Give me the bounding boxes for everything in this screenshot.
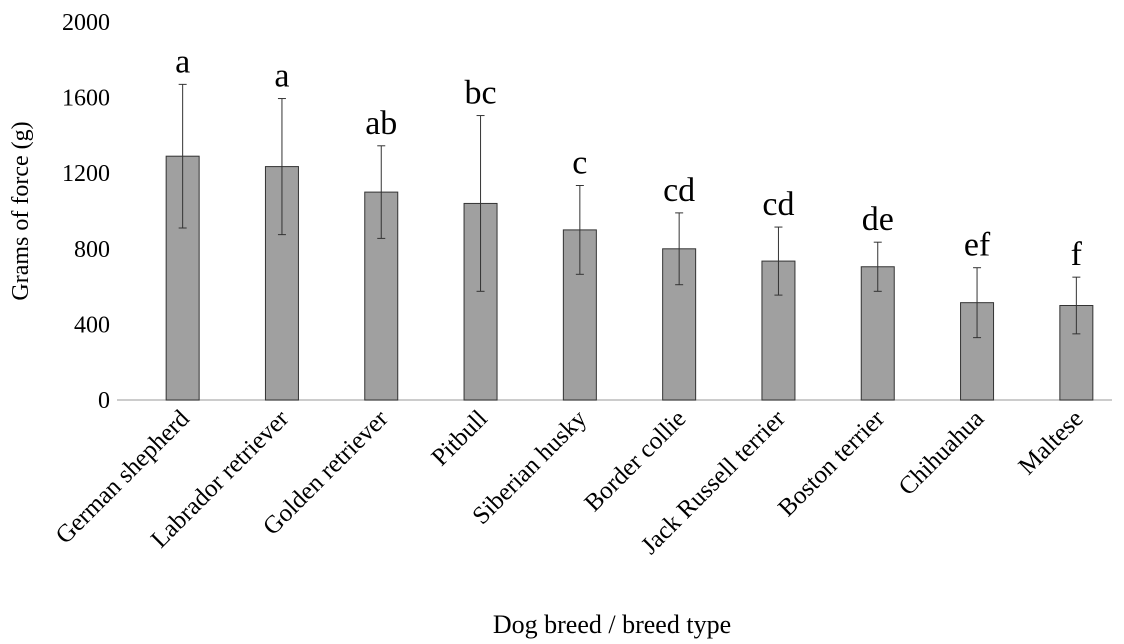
significance-label: cd [762, 186, 794, 223]
significance-label: ef [964, 227, 991, 264]
significance-label: a [175, 43, 190, 80]
y-tick-label: 800 [74, 237, 110, 263]
significance-label: c [572, 144, 587, 181]
x-tick-label: Boston terrier [773, 405, 890, 522]
x-tick-label: Pitbull [427, 405, 493, 471]
significance-label: a [274, 58, 289, 95]
significance-label: f [1071, 236, 1083, 273]
y-tick-label: 1200 [62, 161, 110, 187]
significance-label: cd [663, 172, 695, 209]
significance-label: bc [465, 75, 497, 112]
x-axis-title: Dog breed / breed type [493, 610, 731, 639]
significance-label: ab [365, 105, 397, 142]
significance-label: de [862, 201, 894, 238]
y-tick-label: 0 [98, 388, 110, 414]
x-tick-label: Chihuahua [894, 405, 990, 501]
y-tick-label: 400 [74, 312, 110, 338]
x-tick-label: Maltese [1014, 405, 1089, 480]
y-axis-title: Grams of force (g) [8, 121, 34, 300]
y-tick-label: 1600 [62, 86, 110, 112]
x-tick-label: Border collie [580, 405, 692, 517]
y-tick-label: 2000 [62, 10, 110, 36]
